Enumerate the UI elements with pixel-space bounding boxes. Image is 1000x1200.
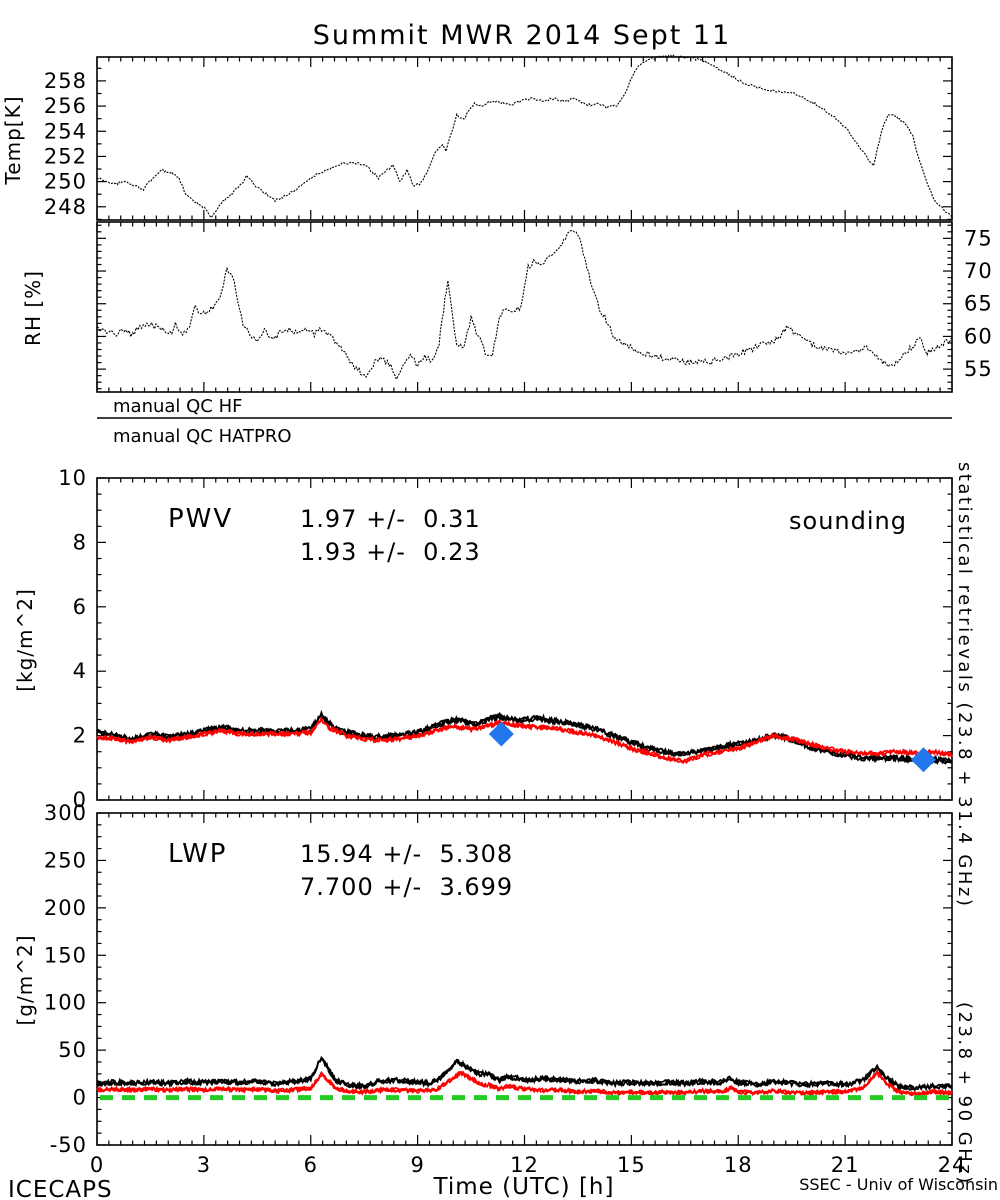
pwv-stats-black: 1.97 +/- 0.31 <box>300 505 481 533</box>
y-tick-label: 8 <box>73 530 87 554</box>
panel-border <box>96 221 953 393</box>
y-tick-label: 0 <box>73 1086 87 1110</box>
ssec-credit: SSEC - Univ of Wisconsin <box>799 1175 998 1194</box>
pwv-stats-red: 1.93 +/- 0.23 <box>300 538 481 566</box>
pwv-axis-label: [kg/m^2] <box>13 588 37 692</box>
y-tick-label: 258 <box>44 69 87 93</box>
x-tick-label: 24 <box>938 1153 967 1177</box>
series-lwp-23-31GHz <box>96 1058 953 1092</box>
y-tick-label: 70 <box>964 259 993 283</box>
y-tick-label: 100 <box>44 991 87 1015</box>
y-tick-label: 55 <box>964 357 993 381</box>
lwp-axis-label: [g/m^2] <box>13 934 37 1025</box>
rh-axis-label: RH [%] <box>21 270 45 346</box>
y-tick-label: 50 <box>58 1038 87 1062</box>
y-tick-label: 250 <box>44 848 87 872</box>
x-tick-label: 9 <box>410 1153 424 1177</box>
y-tick-label: 2 <box>73 724 87 748</box>
x-tick-label: 0 <box>90 1153 104 1177</box>
series-lwp-23-90GHz <box>96 1070 953 1098</box>
x-tick-label: 6 <box>304 1153 318 1177</box>
x-tick-label: 12 <box>510 1153 539 1177</box>
y-tick-label: 200 <box>44 896 87 920</box>
plot-title: Summit MWR 2014 Sept 11 <box>313 20 732 51</box>
sounding-marker <box>488 721 514 747</box>
x-tick-label: 15 <box>617 1153 646 1177</box>
temp-axis-label: Temp[K] <box>1 95 25 185</box>
lwp-stats-red: 7.700 +/- 3.699 <box>300 873 513 901</box>
lwp-stats-black: 15.94 +/- 5.308 <box>300 840 513 868</box>
time-axis-label: Time (UTC) [h] <box>433 1174 615 1200</box>
y-tick-label: 150 <box>44 943 87 967</box>
side-caption-90ghz: (23.8 + 90 GHz) <box>954 1002 975 1186</box>
series-relative-humidity <box>96 229 953 381</box>
qc-hf-label: manual QC HF <box>113 396 242 417</box>
y-tick-label: 75 <box>964 226 993 250</box>
lwp-label: LWP <box>168 839 228 869</box>
y-tick-label: 10 <box>58 466 87 490</box>
y-tick-label: -50 <box>50 1133 87 1157</box>
pwv-label: PWV <box>168 504 233 534</box>
y-tick-label: 248 <box>44 195 87 219</box>
x-tick-label: 21 <box>831 1153 860 1177</box>
series-temperature <box>96 54 953 219</box>
x-tick-label: 3 <box>197 1153 211 1177</box>
side-caption-statistical: statistical retrievals (23.8 + 31.4 GHz) <box>954 462 975 908</box>
qc-hatpro-label: manual QC HATPRO <box>113 426 292 447</box>
y-tick-label: 0 <box>73 788 87 812</box>
y-tick-label: 6 <box>73 595 87 619</box>
y-tick-label: 256 <box>44 94 87 118</box>
series-lwp-23-31GHz <box>96 1057 953 1092</box>
y-tick-label: 250 <box>44 170 87 194</box>
y-tick-label: 252 <box>44 144 87 168</box>
y-tick-label: 60 <box>964 324 993 348</box>
y-tick-label: 300 <box>44 801 87 825</box>
series-pwv-23-31GHz <box>96 713 953 765</box>
x-tick-label: 18 <box>724 1153 753 1177</box>
series-pwv-23-90GHz <box>96 715 953 764</box>
y-tick-label: 254 <box>44 119 87 143</box>
icecaps-label: ICECAPS <box>8 1177 113 1200</box>
y-tick-label: 4 <box>73 659 87 683</box>
series-pwv-23-31GHz <box>96 709 953 766</box>
y-tick-label: 65 <box>964 292 993 316</box>
panel-border <box>96 56 953 221</box>
sounding-marker <box>911 747 936 773</box>
sounding-legend: sounding <box>789 507 907 535</box>
